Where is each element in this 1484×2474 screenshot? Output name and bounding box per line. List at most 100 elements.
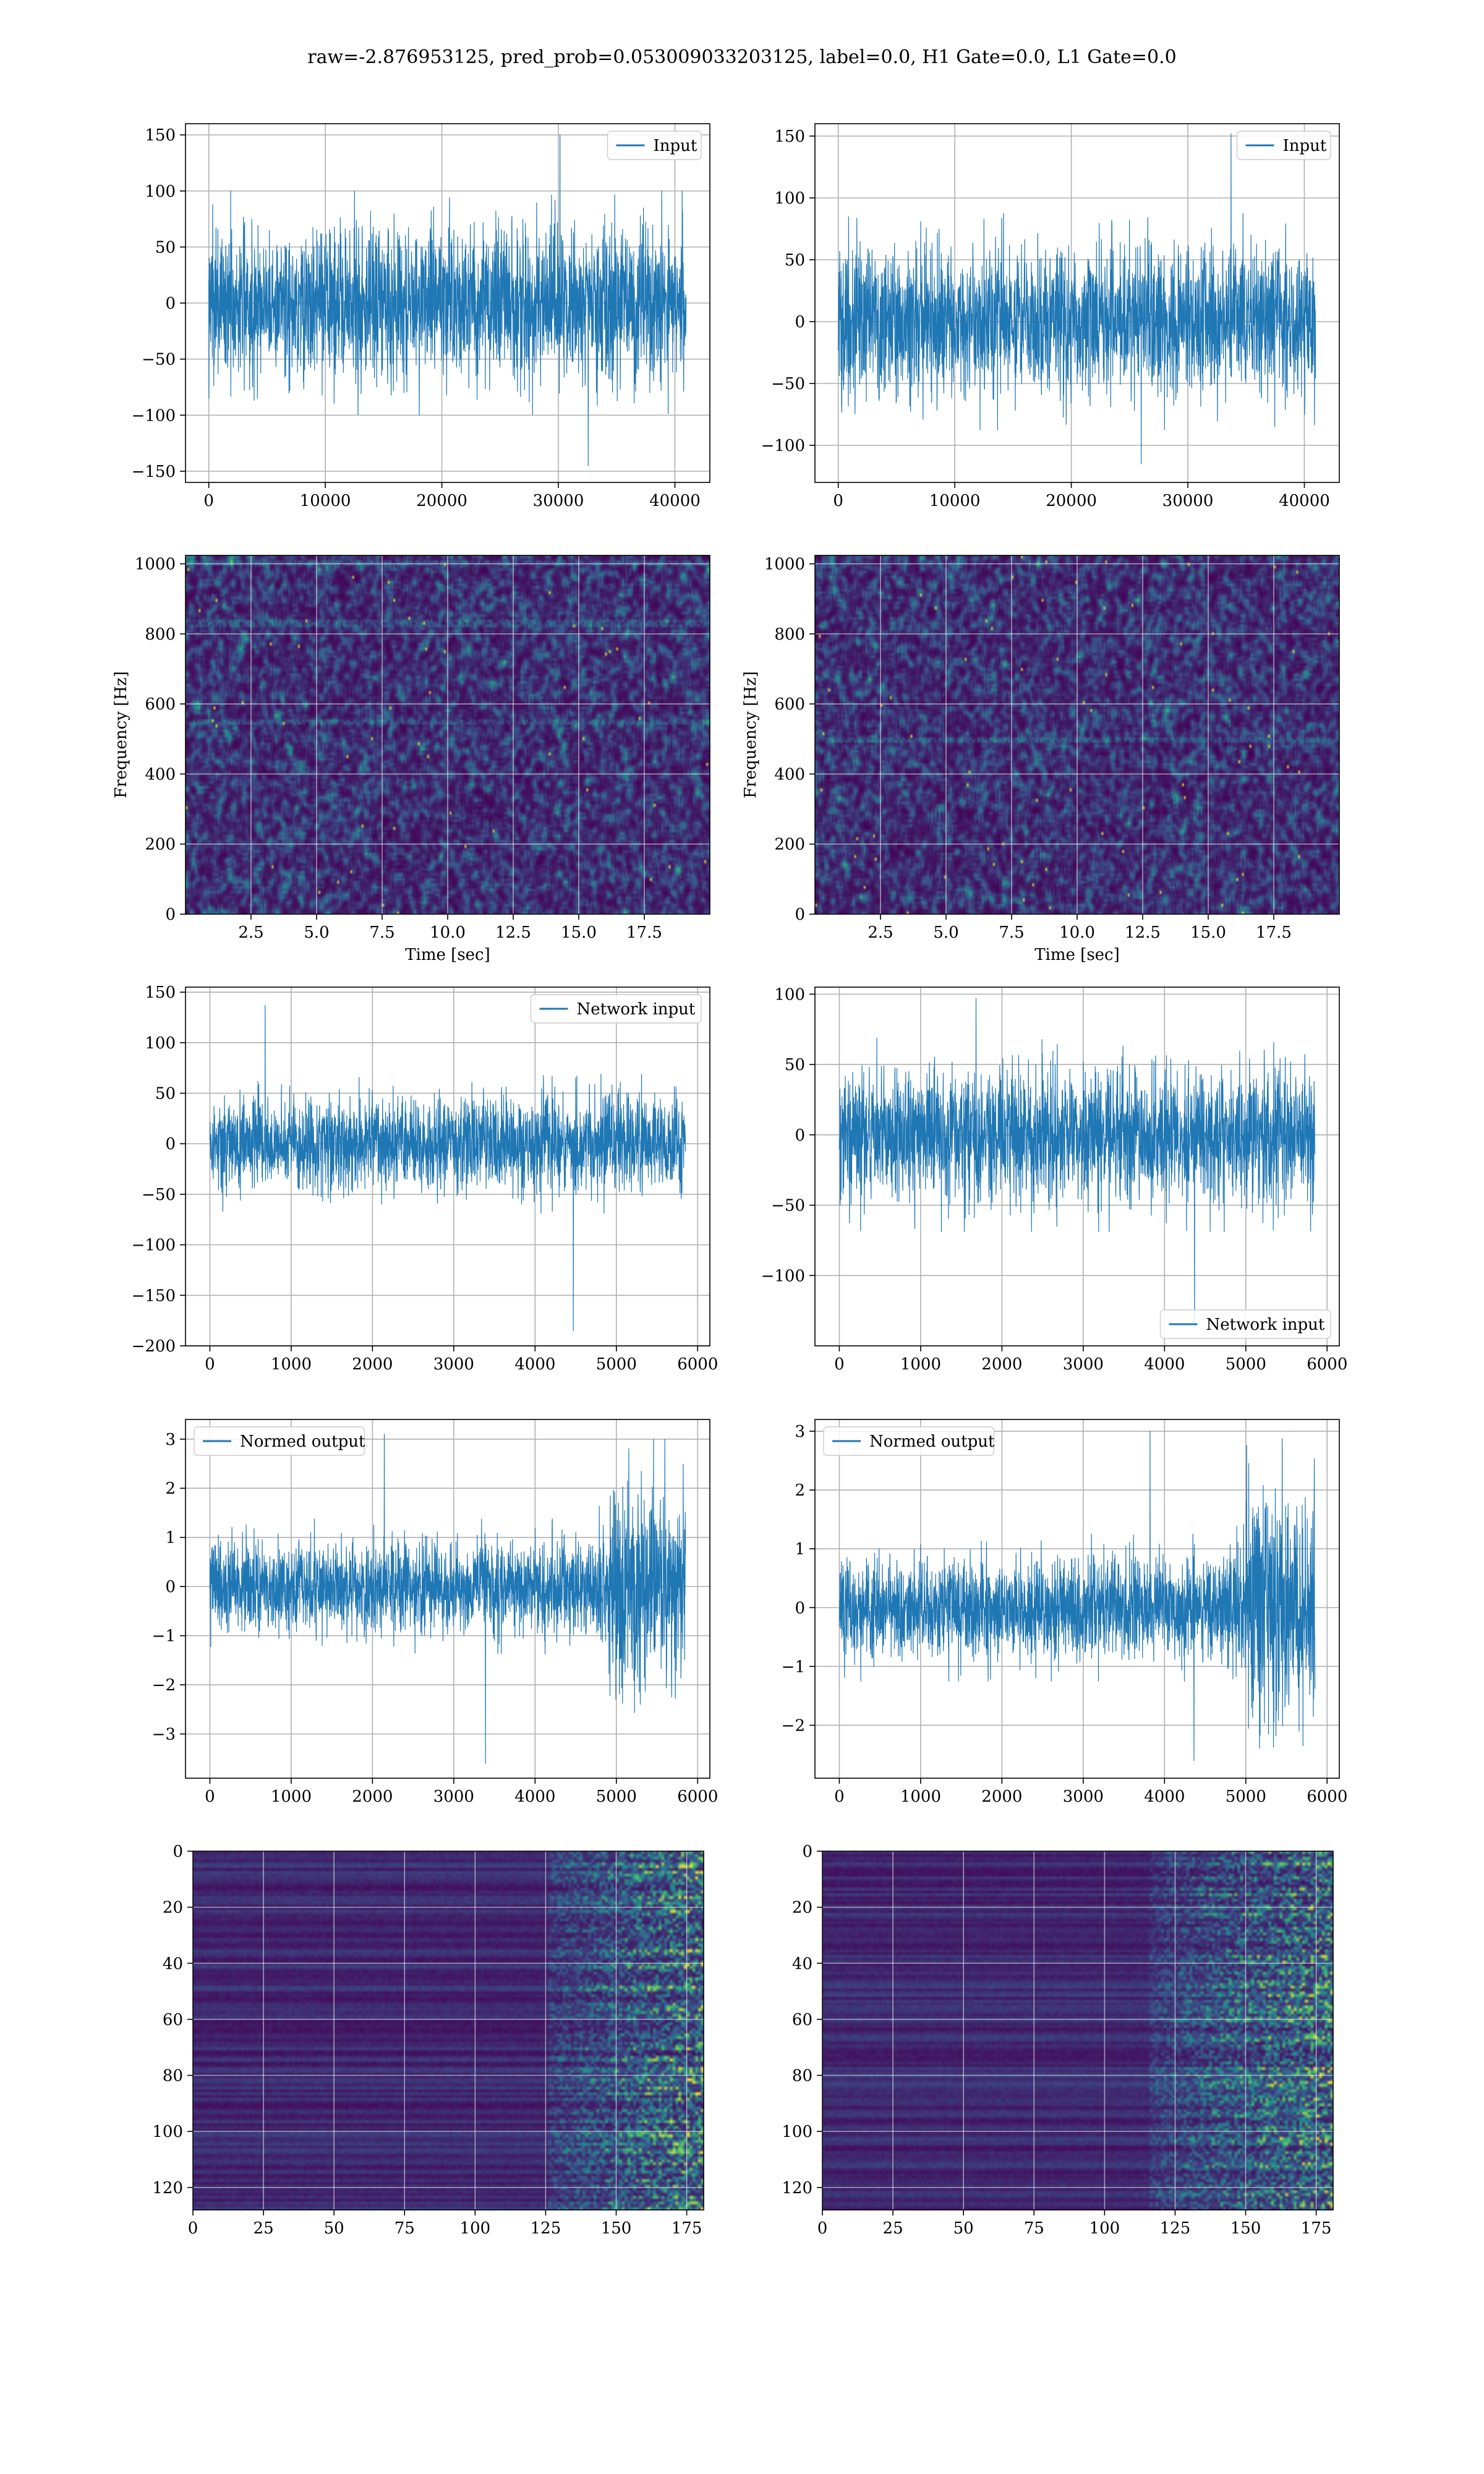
y-tick-label: 0 <box>795 1599 805 1617</box>
x-tick-label: 0 <box>833 492 843 510</box>
series-line <box>838 998 1316 1328</box>
x-tick-label: 6000 <box>677 1787 718 1806</box>
x-tick-label: 5000 <box>1226 1355 1266 1374</box>
y-tick-label: 1000 <box>135 555 176 574</box>
y-tick-label: 2 <box>165 1479 176 1498</box>
x-tick-label: 50 <box>953 2219 974 2238</box>
x-tick-label: 12.5 <box>495 923 531 942</box>
x-tick-label: 150 <box>1230 2219 1261 2238</box>
x-tick-label: 5000 <box>596 1355 637 1374</box>
series-line <box>838 133 1316 464</box>
legend-label: Network input <box>1206 1316 1325 1334</box>
y-tick-label: 60 <box>792 2011 812 2029</box>
x-tick-label: 1000 <box>900 1787 941 1806</box>
grid <box>186 555 710 915</box>
x-tick-label: 5.0 <box>933 923 958 942</box>
y-tick-label: 0 <box>795 905 805 924</box>
figure-title: raw=-2.876953125, pred_prob=0.0530090332… <box>307 46 1176 68</box>
axes-frame <box>822 1851 1334 2211</box>
legend-label: Normed output <box>869 1432 995 1451</box>
y-tick-label: 400 <box>774 765 805 784</box>
chart-input-l1: Input 0 10000 20000 30000 40000 −100 −50 0 50 100 1… <box>761 123 1340 510</box>
x-tick-label: 5000 <box>1226 1787 1266 1806</box>
x-tick-label: 6000 <box>677 1355 718 1374</box>
axes-frame <box>814 1419 1340 1779</box>
y-tick-label: 0 <box>165 1135 176 1154</box>
y-tick-label: 20 <box>163 1899 183 1917</box>
heatmap-image <box>822 1851 1333 2210</box>
y-tick-label: 150 <box>145 983 176 1002</box>
chart-normed-output-l1: Normed output 0 1000 2000 3000 4000 5000 6000 −2… <box>782 1419 1347 1806</box>
y-tick-label: −50 <box>142 351 176 369</box>
x-tick-label: 7.5 <box>369 923 394 942</box>
y-tick-label: 120 <box>782 2179 812 2198</box>
legend-box <box>607 131 702 160</box>
y-tick-label: −100 <box>761 1267 805 1285</box>
x-tick-label: 0 <box>203 492 214 510</box>
series-line <box>208 134 687 466</box>
chart-feature-map-h1: 0 25 50 75 100 125 150 175 0 20 40 60 80 100 120 <box>152 1843 704 2238</box>
y-tick-label: 60 <box>163 2011 183 2029</box>
y-tick-label: 400 <box>145 765 176 784</box>
y-tick-label: 600 <box>145 695 176 714</box>
y-tick-label: 800 <box>145 625 176 644</box>
y-tick-label: 0 <box>165 905 176 924</box>
legend-label: Normed output <box>240 1432 365 1451</box>
y-tick-label: −3 <box>152 1725 176 1744</box>
x-tick-label: 100 <box>1090 2219 1120 2238</box>
x-tick-label: 4000 <box>514 1787 555 1806</box>
axes-frame <box>192 1851 704 2211</box>
y-tick-label: 1000 <box>764 555 805 574</box>
y-tick-label: 50 <box>785 251 805 270</box>
x-axis-label: Time [sec] <box>1034 946 1120 964</box>
legend-box <box>1159 1309 1331 1339</box>
y-tick-label: 200 <box>145 836 176 854</box>
y-tick-label: −150 <box>132 463 176 481</box>
y-tick-label: 100 <box>152 2123 183 2141</box>
legend: Input <box>607 131 702 160</box>
y-tick-label: 1 <box>795 1540 805 1559</box>
y-tick-label: 40 <box>792 1954 812 1973</box>
x-tick-label: 125 <box>1160 2219 1191 2238</box>
x-tick-label: 150 <box>601 2219 632 2238</box>
x-tick-label: 4000 <box>514 1355 555 1374</box>
y-tick-label: 100 <box>774 985 805 1004</box>
x-tick-label: 175 <box>1301 2219 1332 2238</box>
x-tick-label: 10.0 <box>430 923 466 942</box>
x-tick-label: 4000 <box>1144 1787 1185 1806</box>
y-tick-label: 150 <box>145 126 176 145</box>
y-tick-label: 50 <box>155 238 176 257</box>
x-tick-label: 175 <box>672 2219 702 2238</box>
y-tick-label: 0 <box>795 1126 805 1145</box>
chart-input-h1: Input 0 10000 20000 30000 40000 −150 −100 −50 0 50… <box>132 123 710 510</box>
x-tick-label: 0 <box>205 1787 215 1806</box>
x-tick-label: 5000 <box>596 1787 637 1806</box>
y-tick-label: −50 <box>771 1197 805 1215</box>
series-line <box>209 1004 686 1332</box>
x-tick-label: 2000 <box>352 1787 393 1806</box>
legend-box <box>530 994 702 1024</box>
y-tick-label: −100 <box>132 1236 176 1255</box>
x-tick-label: 0 <box>834 1787 845 1806</box>
x-tick-label: 25 <box>254 2219 274 2238</box>
series-line <box>838 1431 1316 1761</box>
y-tick-label: 3 <box>165 1431 176 1449</box>
x-tick-label: 20000 <box>1046 492 1097 510</box>
y-tick-label: −100 <box>761 437 805 455</box>
legend-label: Input <box>654 137 697 155</box>
x-tick-label: 75 <box>1024 2219 1044 2238</box>
x-tick-label: 75 <box>394 2219 415 2238</box>
x-tick-label: 20000 <box>416 492 467 510</box>
y-tick-label: −150 <box>132 1286 176 1305</box>
y-tick-label: 0 <box>173 1843 183 1861</box>
legend: Network input <box>530 994 702 1024</box>
x-tick-label: 0 <box>834 1355 845 1374</box>
y-axis-label: Frequency [Hz] <box>741 671 760 798</box>
y-tick-label: 40 <box>163 1954 183 1973</box>
y-tick-label: 600 <box>774 695 805 714</box>
y-tick-label: 0 <box>165 294 176 313</box>
x-tick-label: 0 <box>205 1355 215 1374</box>
